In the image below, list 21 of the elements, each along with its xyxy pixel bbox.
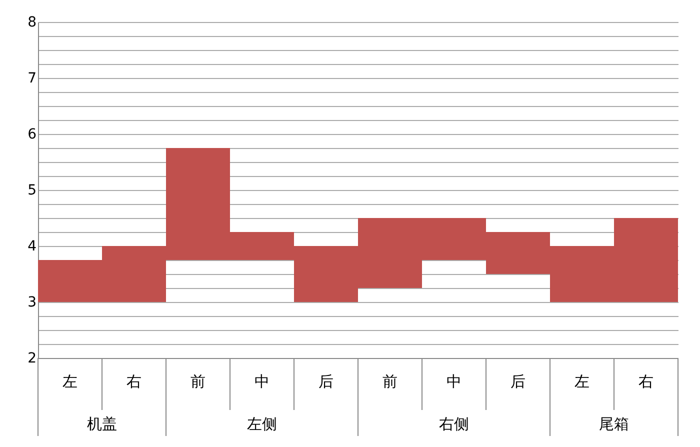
text: 尾箱	[599, 415, 629, 433]
x-tick-label: 后	[318, 372, 334, 390]
x-tick-label: 左	[574, 372, 590, 390]
x-tick-label: 左	[62, 372, 78, 390]
y-tick-label: 5	[28, 182, 36, 198]
x-tick-label: 前	[382, 372, 398, 390]
x-tick-label: 前	[190, 372, 206, 390]
x-tick-label: 中	[254, 372, 270, 390]
x-tick-label: 右	[126, 372, 142, 390]
x-tick-label: 后	[510, 372, 526, 390]
y-tick-label: 2	[28, 350, 36, 366]
text: 左侧	[247, 415, 277, 433]
y-tick-label: 7	[28, 70, 36, 86]
y-tick-label: 8	[28, 14, 36, 30]
text: 机盖	[87, 415, 117, 433]
y-tick-label: 6	[28, 126, 37, 142]
x-tick-label: 右	[638, 372, 654, 390]
x-tick-label: 中	[446, 372, 462, 390]
y-tick-label: 4	[28, 238, 37, 254]
text: 右侧	[439, 415, 469, 433]
y-tick-label: 3	[28, 294, 36, 310]
